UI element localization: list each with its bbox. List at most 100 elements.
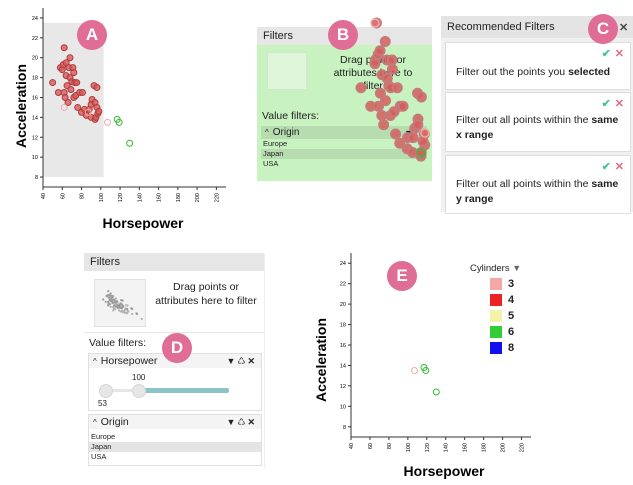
recommended-filter-card-1[interactable]: ✔ ✕ Filter out the points you selected [445, 42, 631, 90]
reject-icon[interactable]: ✕ [614, 161, 624, 173]
legend-item[interactable]: 8 [490, 340, 530, 356]
dragged-point[interactable] [394, 137, 406, 149]
y-tick-label: 20 [32, 56, 38, 62]
dragged-point[interactable] [412, 119, 424, 131]
dragged-point[interactable] [397, 100, 409, 112]
recommended-filter-card-3[interactable]: ✔ ✕ Filter out all points within the same… [445, 155, 631, 214]
data-point[interactable] [64, 98, 72, 106]
data-point[interactable] [410, 367, 418, 375]
data-point[interactable] [432, 388, 440, 396]
data-point[interactable] [66, 54, 74, 62]
confirm-icon[interactable]: ✔ [601, 98, 611, 110]
dragged-point[interactable] [380, 95, 392, 107]
data-point[interactable] [93, 84, 101, 92]
reject-icon[interactable]: ✕ [614, 98, 624, 110]
legend-swatch [490, 326, 502, 338]
data-point[interactable] [67, 86, 75, 94]
horsepower-filter[interactable]: ^ Horsepower ▼♺✕ 100 53 [88, 353, 262, 411]
thumbnail-point [109, 294, 112, 297]
recycle-icon[interactable]: ♺ [237, 416, 248, 427]
dragged-point[interactable] [374, 45, 386, 57]
collapse-icon[interactable]: ^ [265, 128, 269, 137]
data-point[interactable] [49, 79, 57, 87]
remove-icon[interactable]: ✕ [247, 416, 257, 427]
scatter-e-points[interactable] [410, 363, 440, 396]
legend-item[interactable]: 6 [490, 324, 530, 340]
reject-icon[interactable]: ✕ [614, 48, 624, 60]
data-point[interactable] [104, 118, 112, 126]
cylinders-legend[interactable]: Cylinders ▼ 3 4 5 6 8 [470, 263, 530, 356]
data-point[interactable] [84, 108, 92, 116]
caret-down-icon[interactable]: ▼ [512, 263, 522, 273]
data-point[interactable] [95, 107, 103, 115]
data-point[interactable] [70, 69, 78, 77]
remove-icon[interactable]: ✕ [247, 355, 257, 366]
thumbnail-point [108, 299, 111, 302]
dragged-point[interactable] [386, 63, 398, 75]
origin-filter[interactable]: ^ Origin ▼♺✕ Europe Japan USA [88, 414, 262, 466]
dragged-point[interactable] [416, 148, 426, 158]
dragged-point[interactable] [386, 54, 398, 66]
filter-icon[interactable]: ▼ [226, 416, 238, 427]
slider-handle-min[interactable] [99, 384, 113, 398]
scatter-plot-a[interactable]: 40 60 80 100 120 140 160 180 200 220 8 10 12 14 16 18 20… [0, 0, 240, 231]
dragged-point[interactable] [391, 82, 403, 94]
scatter-a-svg[interactable]: 40 60 80 100 120 140 160 180 200 220 8 10 12 14 16 18 20… [0, 0, 240, 231]
origin-item-usa[interactable]: USA [263, 159, 279, 168]
origin-item-japan[interactable]: Japan [89, 442, 261, 452]
dragged-point[interactable] [407, 132, 419, 144]
thumbnail-point [117, 305, 120, 308]
thumbnail-point [104, 300, 107, 303]
horsepower-slider[interactable] [99, 384, 229, 398]
dragged-point[interactable] [420, 128, 430, 138]
legend-swatch [490, 310, 502, 322]
dragged-point[interactable] [370, 18, 380, 28]
data-point[interactable] [115, 118, 123, 126]
origin-item-europe[interactable]: Europe [263, 139, 288, 148]
data-point[interactable] [422, 367, 430, 375]
dragged-point[interactable] [373, 100, 384, 112]
scatter-e-svg[interactable]: 40 60 80 100 120 140 160 180 200 220 8 10 12 14 16 18 20… [305, 245, 545, 480]
x-tick-label: 220 [520, 443, 526, 452]
legend-item[interactable]: 3 [490, 276, 530, 292]
data-point[interactable] [78, 89, 86, 97]
origin-item-usa[interactable]: USA [91, 452, 107, 461]
dragged-point[interactable] [417, 135, 429, 147]
dragged-point[interactable] [374, 87, 386, 99]
dragged-point[interactable] [415, 91, 427, 103]
filter-controls[interactable]: ▼♺✕ [226, 356, 257, 367]
confirm-icon[interactable]: ✔ [601, 48, 611, 60]
data-point[interactable] [60, 44, 68, 52]
filters-title: Filters [263, 30, 293, 42]
legend-item[interactable]: 4 [490, 292, 530, 308]
slider-handle-max[interactable] [132, 384, 147, 398]
close-icon[interactable]: ✕ [619, 22, 629, 34]
confirm-icon[interactable]: ✔ [601, 161, 611, 173]
data-point[interactable] [126, 139, 134, 147]
collapse-icon[interactable]: ^ [93, 356, 97, 366]
filter-controls[interactable]: ▼♺✕ [226, 417, 257, 428]
dragged-point[interactable] [379, 35, 391, 47]
dragged-point[interactable] [355, 82, 367, 94]
legend-item[interactable]: 5 [490, 308, 530, 324]
dragged-point[interactable] [378, 119, 390, 131]
scatter-plot-e[interactable]: 40 60 80 100 120 140 160 180 200 220 8 10 12 14 16 18 20… [305, 245, 545, 480]
recommended-filter-card-2[interactable]: ✔ ✕ Filter out all points within the same… [445, 92, 631, 152]
origin-item-europe[interactable]: Europe [91, 432, 116, 441]
dragged-point[interactable] [390, 128, 402, 140]
origin-filter-header[interactable]: ^ Origin ▼♺✕ [89, 415, 261, 429]
x-axis-label: Horsepower [404, 463, 485, 479]
dragged-points-overlay[interactable] [355, 15, 435, 165]
collapse-icon[interactable]: ^ [93, 417, 97, 427]
data-point[interactable] [60, 103, 68, 111]
filter-icon[interactable]: ▼ [226, 355, 238, 366]
origin-item-japan[interactable]: Japan [261, 149, 427, 159]
scatter-a-points[interactable] [49, 44, 134, 147]
data-point[interactable] [54, 89, 62, 97]
y-tick-label: 8 [35, 175, 38, 181]
legend-title-row[interactable]: Cylinders ▼ [470, 263, 530, 274]
recycle-icon[interactable]: ♺ [237, 355, 248, 366]
data-point[interactable] [73, 79, 81, 87]
data-point[interactable] [74, 103, 82, 111]
dragged-point[interactable] [369, 58, 381, 70]
